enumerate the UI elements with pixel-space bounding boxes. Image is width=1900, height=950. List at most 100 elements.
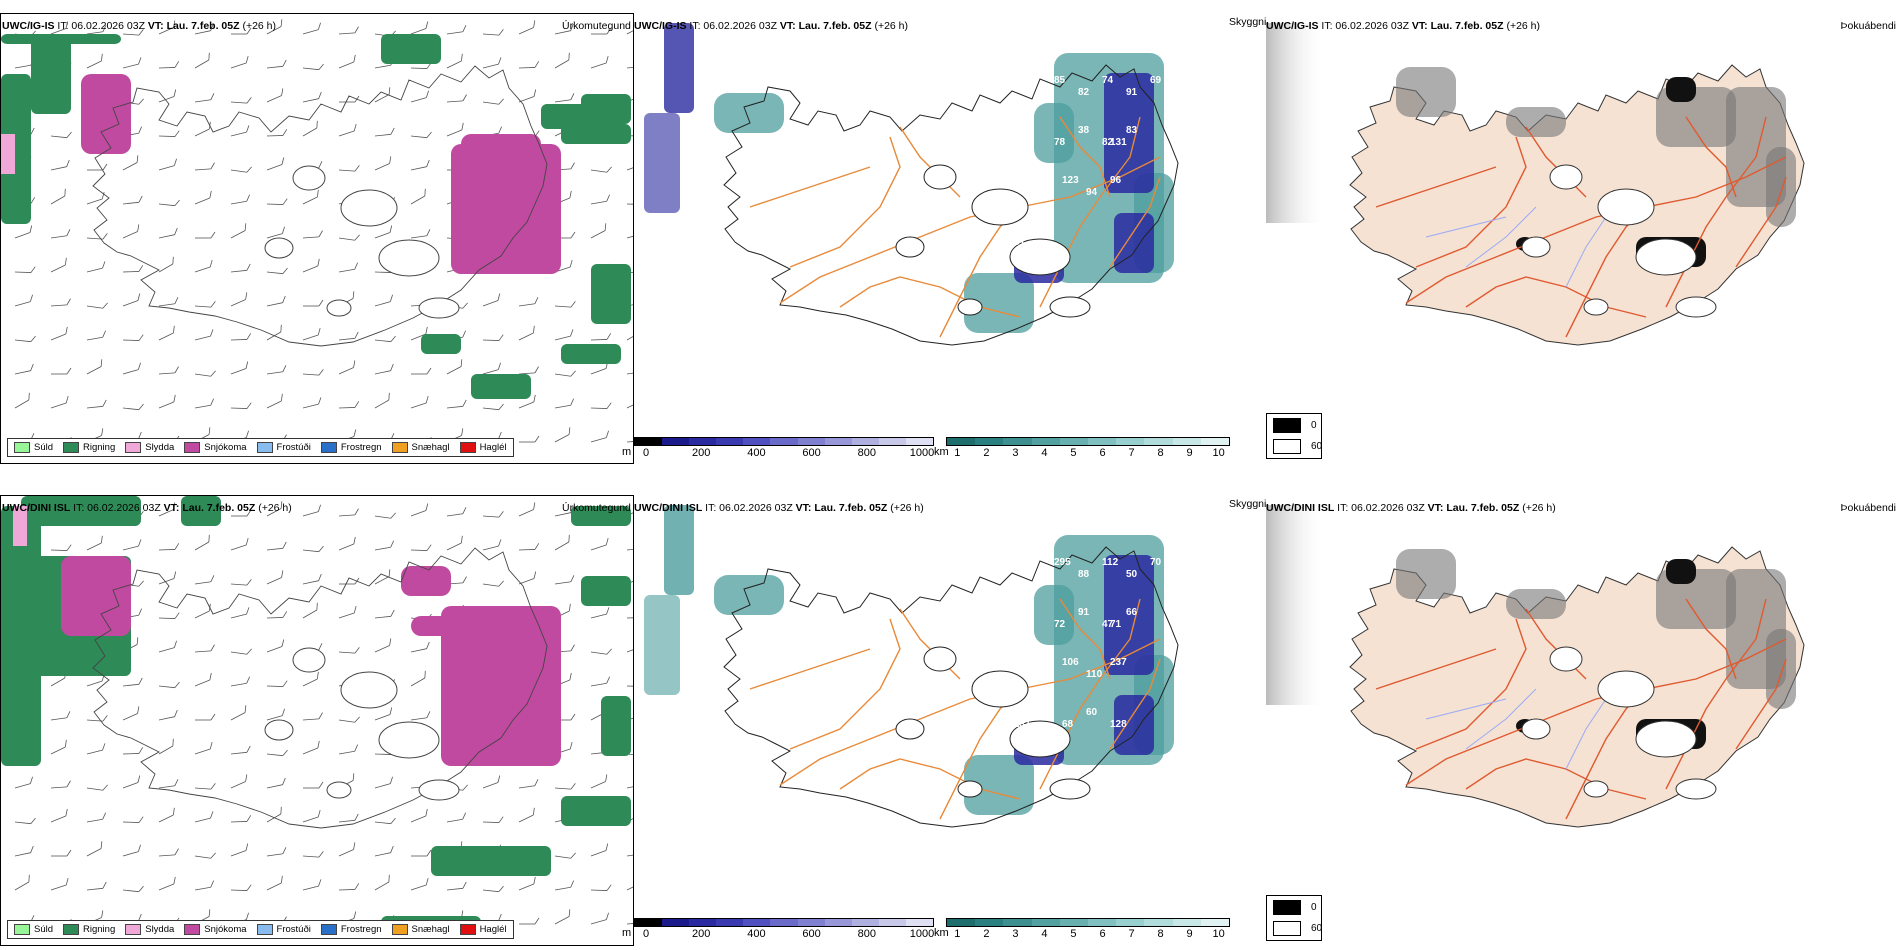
wind-barb: [14, 363, 34, 375]
precip-map-1: [1, 19, 633, 445]
wind-barb: [554, 909, 571, 925]
wind-barb: [446, 122, 464, 137]
snow-area: [441, 606, 561, 766]
wind-barb: [338, 647, 360, 654]
scale-unit: km: [934, 927, 949, 939]
wind-barb: [374, 609, 395, 619]
wind-barb: [122, 885, 144, 893]
visibility-scale-1: 1 2 3 4 5 6 7 8 9 10 km: [934, 437, 1230, 460]
wind-barb: [230, 607, 250, 619]
wind-barb: [590, 333, 612, 341]
wind-barb: [410, 711, 431, 721]
wind-barb: [482, 403, 504, 411]
visibility-area: [964, 755, 1034, 815]
legend-item: Frostúði: [256, 924, 311, 935]
wind-barb: [194, 52, 210, 69]
wind-barb: [374, 156, 392, 171]
fog-legend-swatch: [1273, 418, 1301, 433]
wind-barb: [302, 230, 323, 239]
visibility-value: 94: [1086, 187, 1098, 198]
cloud-base-area: [1114, 213, 1154, 273]
fog-area: [1766, 147, 1796, 227]
panel-title-precip-2: UWC/DINI ISL IT: 06.02.2026 03Z VT: Lau.…: [2, 502, 292, 514]
wind-barb: [194, 880, 215, 891]
wind-barb: [230, 194, 251, 205]
scale-swatch: [689, 919, 717, 926]
wind-barb: [194, 534, 210, 551]
snow-area: [61, 556, 131, 636]
wind-barb: [554, 301, 576, 308]
rain-area: [21, 496, 141, 526]
legend-label: Súld: [34, 924, 54, 935]
visibility-value: 68: [1062, 719, 1074, 730]
wind-barb: [14, 845, 34, 857]
wind-barb: [590, 884, 612, 891]
wind-barb: [626, 164, 633, 171]
wind-barb: [482, 580, 504, 587]
precip-map-2: [1, 496, 633, 936]
fog-core: [1666, 77, 1696, 102]
wind-barb: [266, 129, 288, 137]
wind-barb: [591, 27, 612, 35]
scale-swatch: [1172, 438, 1201, 445]
wind-barb: [158, 779, 179, 789]
wind-barb: [194, 672, 212, 687]
wind-barb: [122, 747, 144, 755]
wind-barb: [14, 266, 36, 273]
wind-barb: [446, 359, 463, 375]
scale-tick: 6: [1099, 928, 1106, 940]
legend-item: Snjókoma: [184, 924, 247, 935]
wind-barb: [230, 402, 252, 409]
wind-barb: [86, 743, 106, 755]
wind-barb: [266, 59, 287, 69]
wind-barb: [122, 706, 140, 721]
iceland-coastline: [92, 65, 548, 347]
wind-barb: [14, 294, 33, 307]
legend-item: Snæhagl: [391, 924, 450, 935]
wind-barb: [411, 849, 432, 857]
wind-barb: [302, 545, 324, 553]
wind-barb: [266, 501, 283, 517]
scale-swatch: [1003, 919, 1032, 926]
panel-title-visibility-1: UWC/IG-IS IT: 06.02.2026 03Z VT: Lau. 7.…: [634, 20, 909, 32]
wind-barb: [446, 53, 463, 69]
wind-barb: [302, 369, 324, 376]
visibility-value: 69: [1150, 75, 1162, 86]
scale-tick: 5: [1070, 447, 1077, 459]
scale-swatch: [947, 919, 976, 926]
wind-barb: [158, 876, 176, 891]
wind-barb: [158, 681, 180, 689]
rain-area: [571, 506, 631, 526]
wind-barb: [338, 536, 356, 551]
scale-tick: 7: [1128, 928, 1135, 940]
wind-barb: [446, 94, 467, 103]
wind-barb: [482, 775, 501, 789]
wind-barb: [230, 125, 250, 137]
scale-tick: 3: [1012, 928, 1019, 940]
scale-swatch: [743, 438, 771, 445]
wind-barb: [266, 295, 286, 307]
legend-swatch: [459, 924, 476, 935]
legend-swatch: [63, 924, 80, 935]
wind-barb: [374, 540, 395, 551]
wind-barb: [446, 812, 467, 823]
wind-barb: [50, 878, 69, 891]
wind-barb: [410, 326, 428, 341]
iceland-coastline: [723, 64, 1179, 346]
wind-barb: [338, 744, 359, 755]
wind-barb: [266, 847, 287, 857]
panel-title-fog-2: UWC/DINI ISL IT: 06.02.2026 03Z VT: Lau.…: [1266, 502, 1556, 514]
fog-legend-label: 60: [1311, 441, 1323, 452]
wind-barb: [86, 535, 103, 551]
scale-swatch: [1200, 438, 1230, 445]
legend-item: Rigning: [63, 924, 115, 935]
scale-swatch: [824, 438, 852, 445]
wind-barb: [266, 365, 287, 375]
scale-tick: 200: [692, 928, 711, 940]
visibility-value: 109: [1014, 175, 1031, 186]
scale-swatch: [905, 919, 934, 926]
scale-tick: 600: [802, 447, 821, 459]
wind-barb: [86, 25, 107, 35]
wind-barb: [266, 680, 288, 687]
wind-barb: [482, 98, 504, 105]
